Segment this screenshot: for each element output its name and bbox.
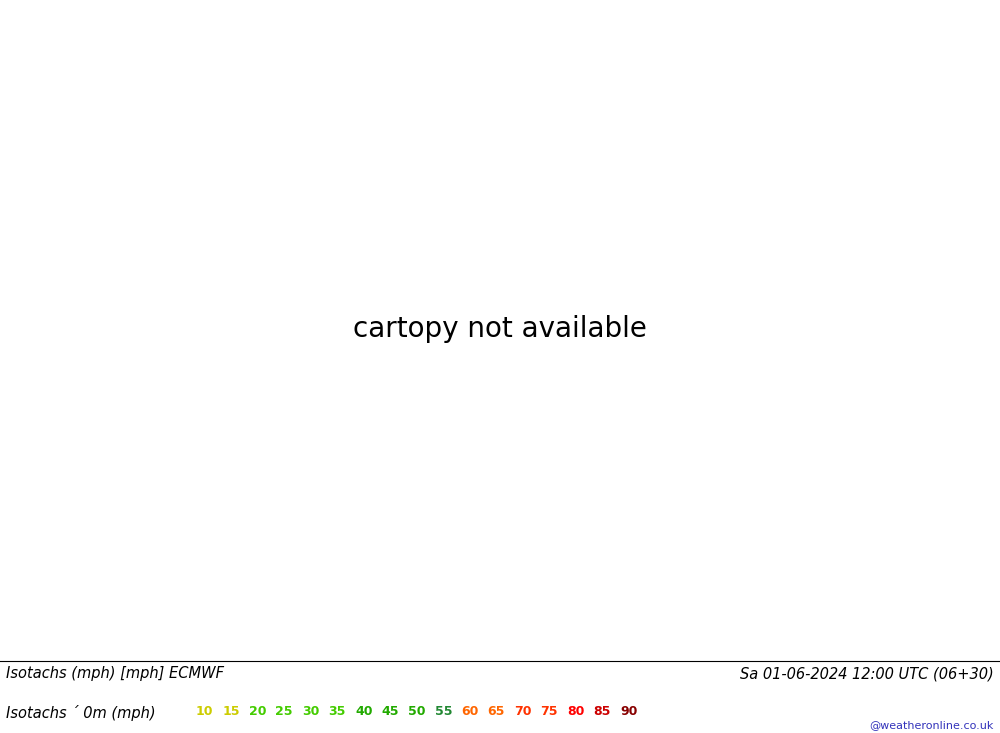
- Text: 90: 90: [620, 705, 637, 718]
- Text: 75: 75: [540, 705, 558, 718]
- Text: Isotachs (mph) [mph] ECMWF: Isotachs (mph) [mph] ECMWF: [6, 666, 224, 682]
- Text: 45: 45: [382, 705, 399, 718]
- Text: 10: 10: [196, 705, 214, 718]
- Text: @weatheronline.co.uk: @weatheronline.co.uk: [870, 720, 994, 730]
- Text: 20: 20: [249, 705, 266, 718]
- Text: cartopy not available: cartopy not available: [353, 314, 647, 343]
- Text: 50: 50: [408, 705, 426, 718]
- Text: 55: 55: [434, 705, 452, 718]
- Text: 25: 25: [276, 705, 293, 718]
- Text: 70: 70: [514, 705, 532, 718]
- Text: 30: 30: [302, 705, 319, 718]
- Text: 85: 85: [594, 705, 611, 718]
- Text: Isotachs ´ 0m (mph): Isotachs ´ 0m (mph): [6, 705, 156, 721]
- Text: 65: 65: [488, 705, 505, 718]
- Text: 35: 35: [328, 705, 346, 718]
- Text: 60: 60: [461, 705, 478, 718]
- Text: Sa 01-06-2024 12:00 UTC (06+30): Sa 01-06-2024 12:00 UTC (06+30): [740, 666, 994, 682]
- Text: 40: 40: [355, 705, 372, 718]
- Text: 15: 15: [222, 705, 240, 718]
- Text: 80: 80: [567, 705, 584, 718]
